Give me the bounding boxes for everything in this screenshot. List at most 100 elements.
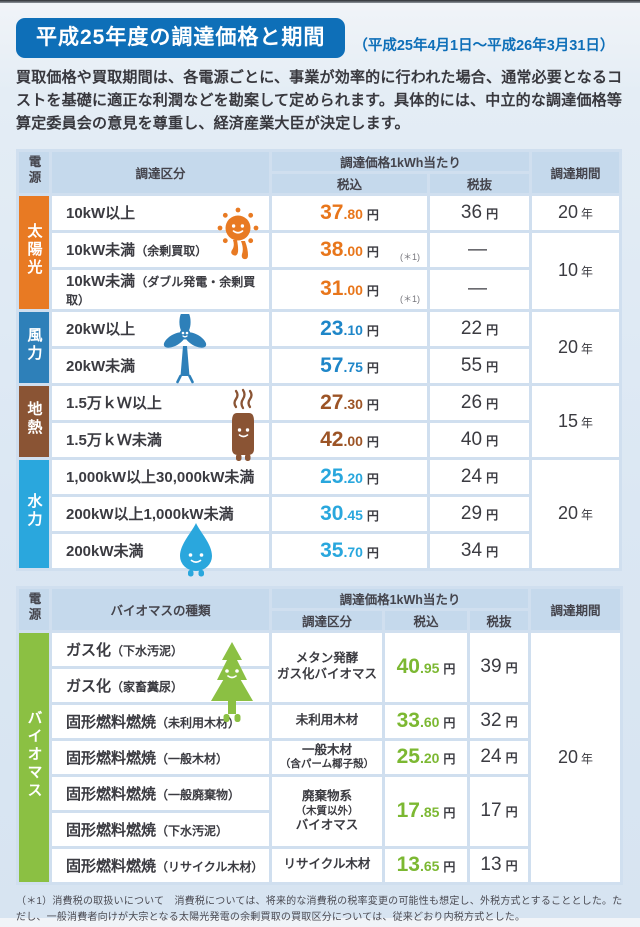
col-header-price-group: 調達価格1kWh当たり: [272, 151, 529, 171]
pinwheel-icon: [163, 313, 207, 383]
col-header-division: 調達区分: [272, 610, 382, 630]
procurement-price-table: 電源 調達区分 調達価格1kWh当たり 調達期間 税込 税抜 太陽光 10kW以…: [16, 148, 622, 577]
hot-spring-icon: [232, 388, 254, 461]
price-tax-included: 13.65 円: [385, 848, 467, 882]
period-cell: 20 年: [531, 632, 620, 882]
division-cell: 20kW未満: [52, 348, 269, 383]
price-tax-included: 30.45 円: [272, 496, 427, 531]
price-tax-excluded: 17 円: [470, 776, 528, 846]
price-tax-excluded: 55 円: [430, 348, 529, 383]
period-cell: 20 年: [532, 459, 619, 568]
price-tax-included: 27.30 円: [272, 385, 427, 420]
price-tax-excluded: 22 円: [430, 311, 529, 346]
price-tax-excluded: 40 円: [430, 422, 529, 457]
division-cell: 10kW以上: [52, 195, 269, 259]
price-tax-included: 17.85 円: [385, 776, 467, 846]
division-cell: 200kW未満: [52, 522, 269, 577]
col-header-tax-excluded: 税抜: [470, 610, 528, 630]
period-cell: 20 年: [532, 195, 619, 230]
col-header-tax-excluded: 税抜: [430, 173, 529, 193]
source-label-biomass: バイオマス: [19, 632, 49, 882]
table-row: 水力 1,000kW以上30,000kW未満 25.20 円 24 円 20 年: [19, 459, 619, 568]
division-cell: 固形燃料燃焼（一般廃棄物）: [52, 776, 269, 810]
price-tax-included: 25.20 円: [272, 459, 427, 494]
price-tax-excluded: 34 円: [430, 533, 529, 568]
period-cell: 15 年: [532, 385, 619, 457]
biomass-division-cell: メタン発酵 ガス化バイオマス: [272, 632, 382, 702]
page-title: 平成25年度の調達価格と期間: [16, 18, 346, 59]
division-cell: ガス化（下水汚泥）: [52, 632, 269, 722]
biomass-division-cell: 未利用木材: [272, 704, 382, 738]
division-cell: 1,000kW以上30,000kW未満: [52, 459, 269, 494]
period-subtitle: （平成25年4月1日～平成26年3月31日）: [353, 38, 615, 55]
source-label-geothermal: 地熱: [19, 385, 49, 457]
price-tax-excluded: 32 円: [470, 704, 528, 738]
col-header-period: 調達期間: [532, 151, 619, 193]
source-label-wind: 風力: [19, 311, 49, 383]
col-header-source: 電源: [19, 588, 49, 630]
col-header-tax-included: 税込: [385, 610, 467, 630]
price-tax-included: 38.00 円 (＊1): [272, 232, 427, 267]
table-row: 200kW以上1,000kW未満 30.45 円 29 円: [19, 496, 619, 531]
price-tax-included: 35.70 円: [272, 533, 427, 568]
price-tax-included: 40.95 円: [385, 632, 467, 702]
division-cell: 10kW未満（ダブル発電・余剰買取）: [52, 269, 269, 309]
col-header-period: 調達期間: [531, 588, 620, 630]
page-content: 平成25年度の調達価格と期間 （平成25年4月1日～平成26年3月31日） 買取…: [0, 3, 640, 927]
price-tax-excluded: 24 円: [430, 459, 529, 494]
table-row: 1.5万ｋＷ未満 42.00 円 40 円: [19, 422, 619, 457]
price-tax-excluded: 26 円: [430, 385, 529, 420]
price-tax-excluded: 36 円: [430, 195, 529, 230]
water-drop-icon: [180, 522, 212, 577]
price-tax-included: 31.00 円 (＊1): [272, 269, 427, 309]
period-cell: 10 年: [532, 232, 619, 309]
division-cell: 20kW以上: [52, 311, 269, 383]
division-cell: 1.5万ｋＷ以上: [52, 385, 269, 461]
price-tax-included: 37.80 円: [272, 195, 427, 230]
period-cell: 20 年: [532, 311, 619, 383]
col-header-division: 調達区分: [52, 151, 269, 193]
biomass-price-table: 電源 バイオマスの種類 調達価格1kWh当たり 調達期間 調達区分 税込 税抜 …: [16, 585, 623, 885]
table-row: 固形燃料燃焼（一般廃棄物） 廃棄物系 （木質以外） バイオマス 17.85 円 17 円: [19, 776, 620, 846]
price-tax-included: 23.10 円: [272, 311, 427, 346]
division-cell: 200kW以上1,000kW未満: [52, 496, 269, 531]
table-row: 10kW未満（余剰買取） 38.00 円 (＊1) — 10 年: [19, 232, 619, 309]
price-tax-included: 33.60 円: [385, 704, 467, 738]
table-row: 太陽光 10kW以上 37.80 円 36 円 20 年: [19, 195, 619, 309]
table-row: 固形燃料燃焼（下水汚泥）: [19, 812, 620, 846]
table2-header-row-2: 調達区分 税込 税抜: [19, 610, 620, 630]
col-header-tax-included: 税込: [272, 173, 427, 193]
price-tax-excluded: 13 円: [470, 848, 528, 882]
price-tax-excluded: —: [430, 269, 529, 309]
price-tax-included: 25.20 円: [385, 740, 467, 774]
page-top-edge: [0, 0, 640, 3]
source-label-hydro: 水力: [19, 459, 49, 568]
col-header-price-group: 調達価格1kWh当たり: [272, 588, 528, 608]
division-cell: 固形燃料燃焼（下水汚泥）: [52, 812, 269, 846]
intro-paragraph: 買取価格や買取期間は、各電源ごとに、事業が効率的に行われた場合、通常必要となるコ…: [16, 69, 623, 132]
table-row: バイオマス ガス化（下水汚泥） メタン発酵 ガス化バイオマス: [19, 632, 620, 882]
table-row: 固形燃料燃焼（リサイクル木材） リサイクル木材 13.65 円 13 円: [19, 848, 620, 882]
table1-header-row-1: 電源 調達区分 調達価格1kWh当たり 調達期間: [19, 151, 619, 193]
sun-icon: [217, 207, 259, 259]
table-row: 固形燃料燃焼（未利用木材） 未利用木材 33.60 円 32 円: [19, 704, 620, 738]
col-header-biomass-kind: バイオマスの種類: [52, 588, 269, 630]
table-row: 風力 20kW以上 23.10 円 22: [19, 311, 619, 383]
table-row: 200kW未満 35.70 円 34 円: [19, 522, 619, 577]
price-tax-included: 57.75 円: [272, 348, 427, 383]
table2-header-row-1: 電源 バイオマスの種類 調達価格1kWh当たり 調達期間: [19, 588, 620, 630]
source-label-solar: 太陽光: [19, 195, 49, 309]
price-tax-excluded: 39 円: [470, 632, 528, 702]
header-row: 平成25年度の調達価格と期間 （平成25年4月1日～平成26年3月31日）: [16, 18, 624, 59]
col-header-source: 電源: [19, 151, 49, 193]
table-row: 固形燃料燃焼（一般木材） 一般木材 （含パーム椰子殻） 25.20 円 24 円: [19, 740, 620, 774]
division-cell: 固形燃料燃焼（リサイクル木材）: [52, 848, 269, 882]
table1-header-row-2: 税込 税抜: [19, 173, 619, 193]
table-row: 20kW未満 57.75 円 55 円: [19, 348, 619, 383]
division-cell: 固形燃料燃焼（一般木材）: [52, 740, 269, 774]
biomass-division-cell: 廃棄物系 （木質以外） バイオマス: [272, 776, 382, 846]
footnote: （＊1）消費税の取扱いについて 消費税については、将来的な消費税の税率変更の可能…: [16, 895, 623, 924]
price-tax-excluded: 24 円: [470, 740, 528, 774]
price-tax-excluded: —: [430, 232, 529, 267]
biomass-division-cell: 一般木材 （含パーム椰子殻）: [272, 740, 382, 774]
